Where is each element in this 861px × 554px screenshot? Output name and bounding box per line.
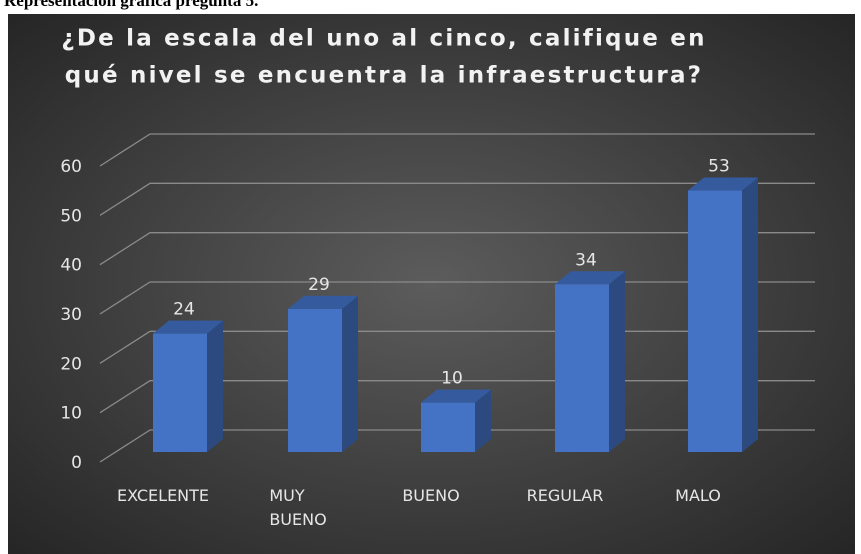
bar [421,402,475,452]
y-tick-label: 20 [60,354,82,374]
bar-side-shade [742,177,758,453]
x-tick-label: REGULAR [526,486,604,505]
bar-top-shade [153,320,223,334]
bar-side [742,177,758,453]
bar-top-shade [688,177,758,191]
y-tick-label: 30 [60,305,82,325]
grid-line [99,133,815,167]
y-tick-label: 50 [60,206,82,226]
bar-top-shade [288,295,358,309]
value-label: 34 [575,250,597,270]
x-tick-label: MALO [675,486,721,505]
y-tick-label: 0 [71,453,82,473]
bar-top [421,389,491,403]
bar-side-shade [207,320,223,452]
bar-top-shade [421,389,491,403]
bar-side [207,320,223,452]
value-label: 53 [708,157,730,177]
bar-side-shade [609,271,625,452]
x-tick-label: BUENO [402,486,460,505]
bar-side-shade [475,389,491,452]
value-label: 24 [173,300,195,320]
grid-line [99,232,815,266]
bar-top [153,320,223,334]
x-tick-label: EXCELENTE [116,486,210,505]
chart-title: ¿De la escala del uno al cinco, califiqu… [61,26,706,52]
bar-top [555,271,625,285]
value-label: 29 [308,275,330,295]
bar [555,284,609,452]
grid-line [99,182,815,216]
chart-title: qué nivel se encuentra la infraestructur… [65,63,703,89]
bar-top [688,177,758,191]
bar-side [475,389,491,452]
bar-side-shade [342,295,358,452]
y-tick-label: 60 [60,157,82,177]
bar-side [342,295,358,452]
y-tick-label: 40 [60,256,82,276]
bar [688,190,742,453]
bar [288,308,342,452]
caption: Representación gráfica pregunta 5. [4,0,258,10]
bar-top-shade [555,271,625,285]
x-tick-label: MUY BUENO [269,486,327,529]
bar-side [609,271,625,452]
value-label: 10 [441,369,463,389]
bar [153,333,207,452]
bar-top [288,295,358,309]
y-tick-label: 10 [60,404,82,424]
